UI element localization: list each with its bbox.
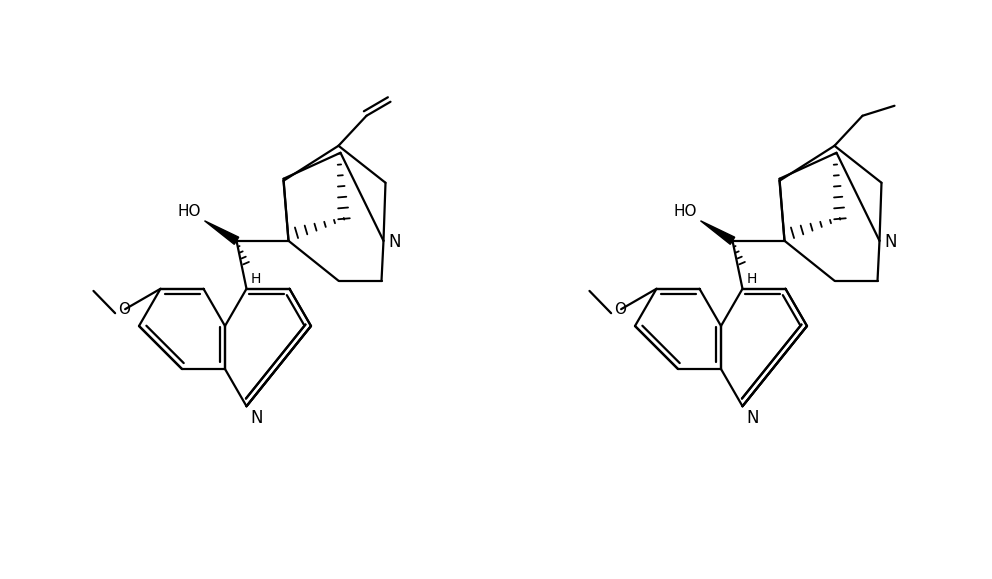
Text: O: O <box>118 302 130 317</box>
Text: N: N <box>747 409 759 427</box>
Text: HO: HO <box>673 204 696 219</box>
Text: N: N <box>251 409 263 427</box>
Polygon shape <box>700 221 735 244</box>
Text: N: N <box>389 233 401 251</box>
Text: H: H <box>747 272 757 286</box>
Text: H: H <box>251 272 261 286</box>
Text: O: O <box>614 302 626 317</box>
Text: HO: HO <box>177 204 200 219</box>
Text: N: N <box>885 233 897 251</box>
Polygon shape <box>204 221 239 244</box>
